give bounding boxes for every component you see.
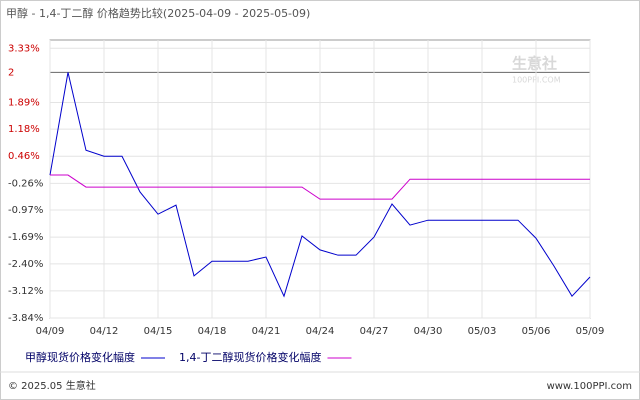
chart-title: 甲醇 - 1,4-丁二醇 价格趋势比较(2025-04-09 - 2025-05… (6, 6, 310, 20)
x-tick-label: 04/15 (144, 326, 173, 337)
x-tick-label: 05/03 (468, 326, 497, 337)
y-tick-label: 2 (8, 67, 14, 78)
footer-right: www.100PPI.com (547, 381, 632, 392)
footer-left: © 2025.05 生意社 (8, 379, 96, 392)
y-tick-label: 3.33% (8, 43, 40, 54)
x-tick-label: 04/18 (198, 326, 227, 337)
x-tick-label: 04/09 (36, 326, 65, 337)
legend-label: 甲醇现货价格变化幅度 (25, 350, 135, 364)
series-line (49, 72, 591, 298)
y-tick-label: -0.97% (8, 205, 43, 216)
y-tick-label: 0.46% (8, 151, 40, 162)
y-tick-label: -3.12% (8, 286, 43, 297)
x-tick-label: 04/21 (252, 326, 281, 337)
x-tick-label: 05/06 (522, 326, 551, 337)
x-tick-label: 05/09 (576, 326, 605, 337)
watermark: 生意社 (512, 55, 557, 73)
x-tick-label: 04/30 (414, 326, 443, 337)
y-tick-label: -1.69% (8, 232, 43, 243)
series-line (50, 174, 590, 200)
y-tick-label: 1.18% (8, 124, 40, 135)
y-tick-label: 1.89% (8, 97, 40, 108)
y-tick-label: -0.26% (8, 178, 43, 189)
legend-label: 1,4-丁二醇现货价格变化幅度 (179, 350, 321, 364)
y-tick-label: -3.84% (8, 313, 43, 324)
y-tick-label: -2.40% (8, 259, 43, 270)
x-tick-label: 04/12 (90, 326, 119, 337)
x-tick-label: 04/24 (306, 326, 335, 337)
x-tick-label: 04/27 (360, 326, 389, 337)
